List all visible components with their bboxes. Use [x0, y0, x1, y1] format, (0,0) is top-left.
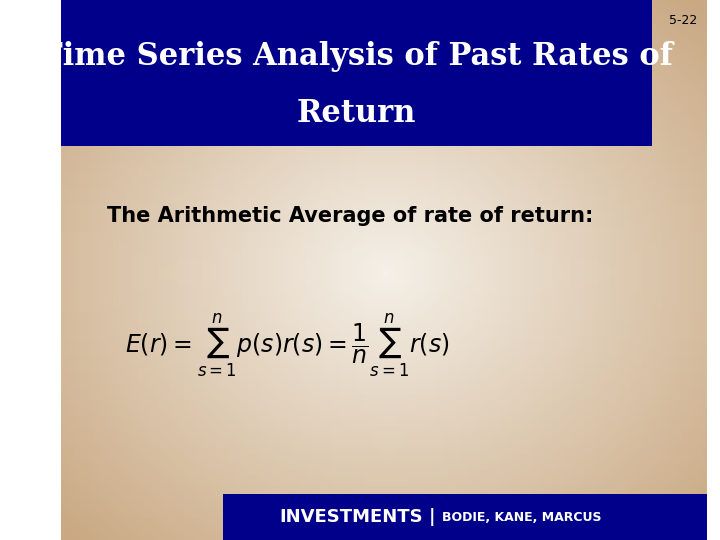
Text: Return: Return	[297, 98, 416, 129]
Text: BODIE, KANE, MARCUS: BODIE, KANE, MARCUS	[442, 510, 601, 524]
Text: Time Series Analysis of Past Rates of: Time Series Analysis of Past Rates of	[40, 41, 672, 72]
Text: 5-22: 5-22	[669, 14, 697, 26]
Text: INVESTMENTS: INVESTMENTS	[279, 508, 423, 526]
FancyBboxPatch shape	[222, 494, 706, 540]
FancyBboxPatch shape	[61, 0, 652, 146]
Text: $E(r) = \sum_{s=1}^{n} p(s)r(s) = \dfrac{1}{n}\sum_{s=1}^{n} r(s)$: $E(r) = \sum_{s=1}^{n} p(s)r(s) = \dfrac…	[125, 312, 449, 380]
Text: The Arithmetic Average of rate of return:: The Arithmetic Average of rate of return…	[107, 206, 593, 226]
Text: |: |	[429, 508, 436, 526]
